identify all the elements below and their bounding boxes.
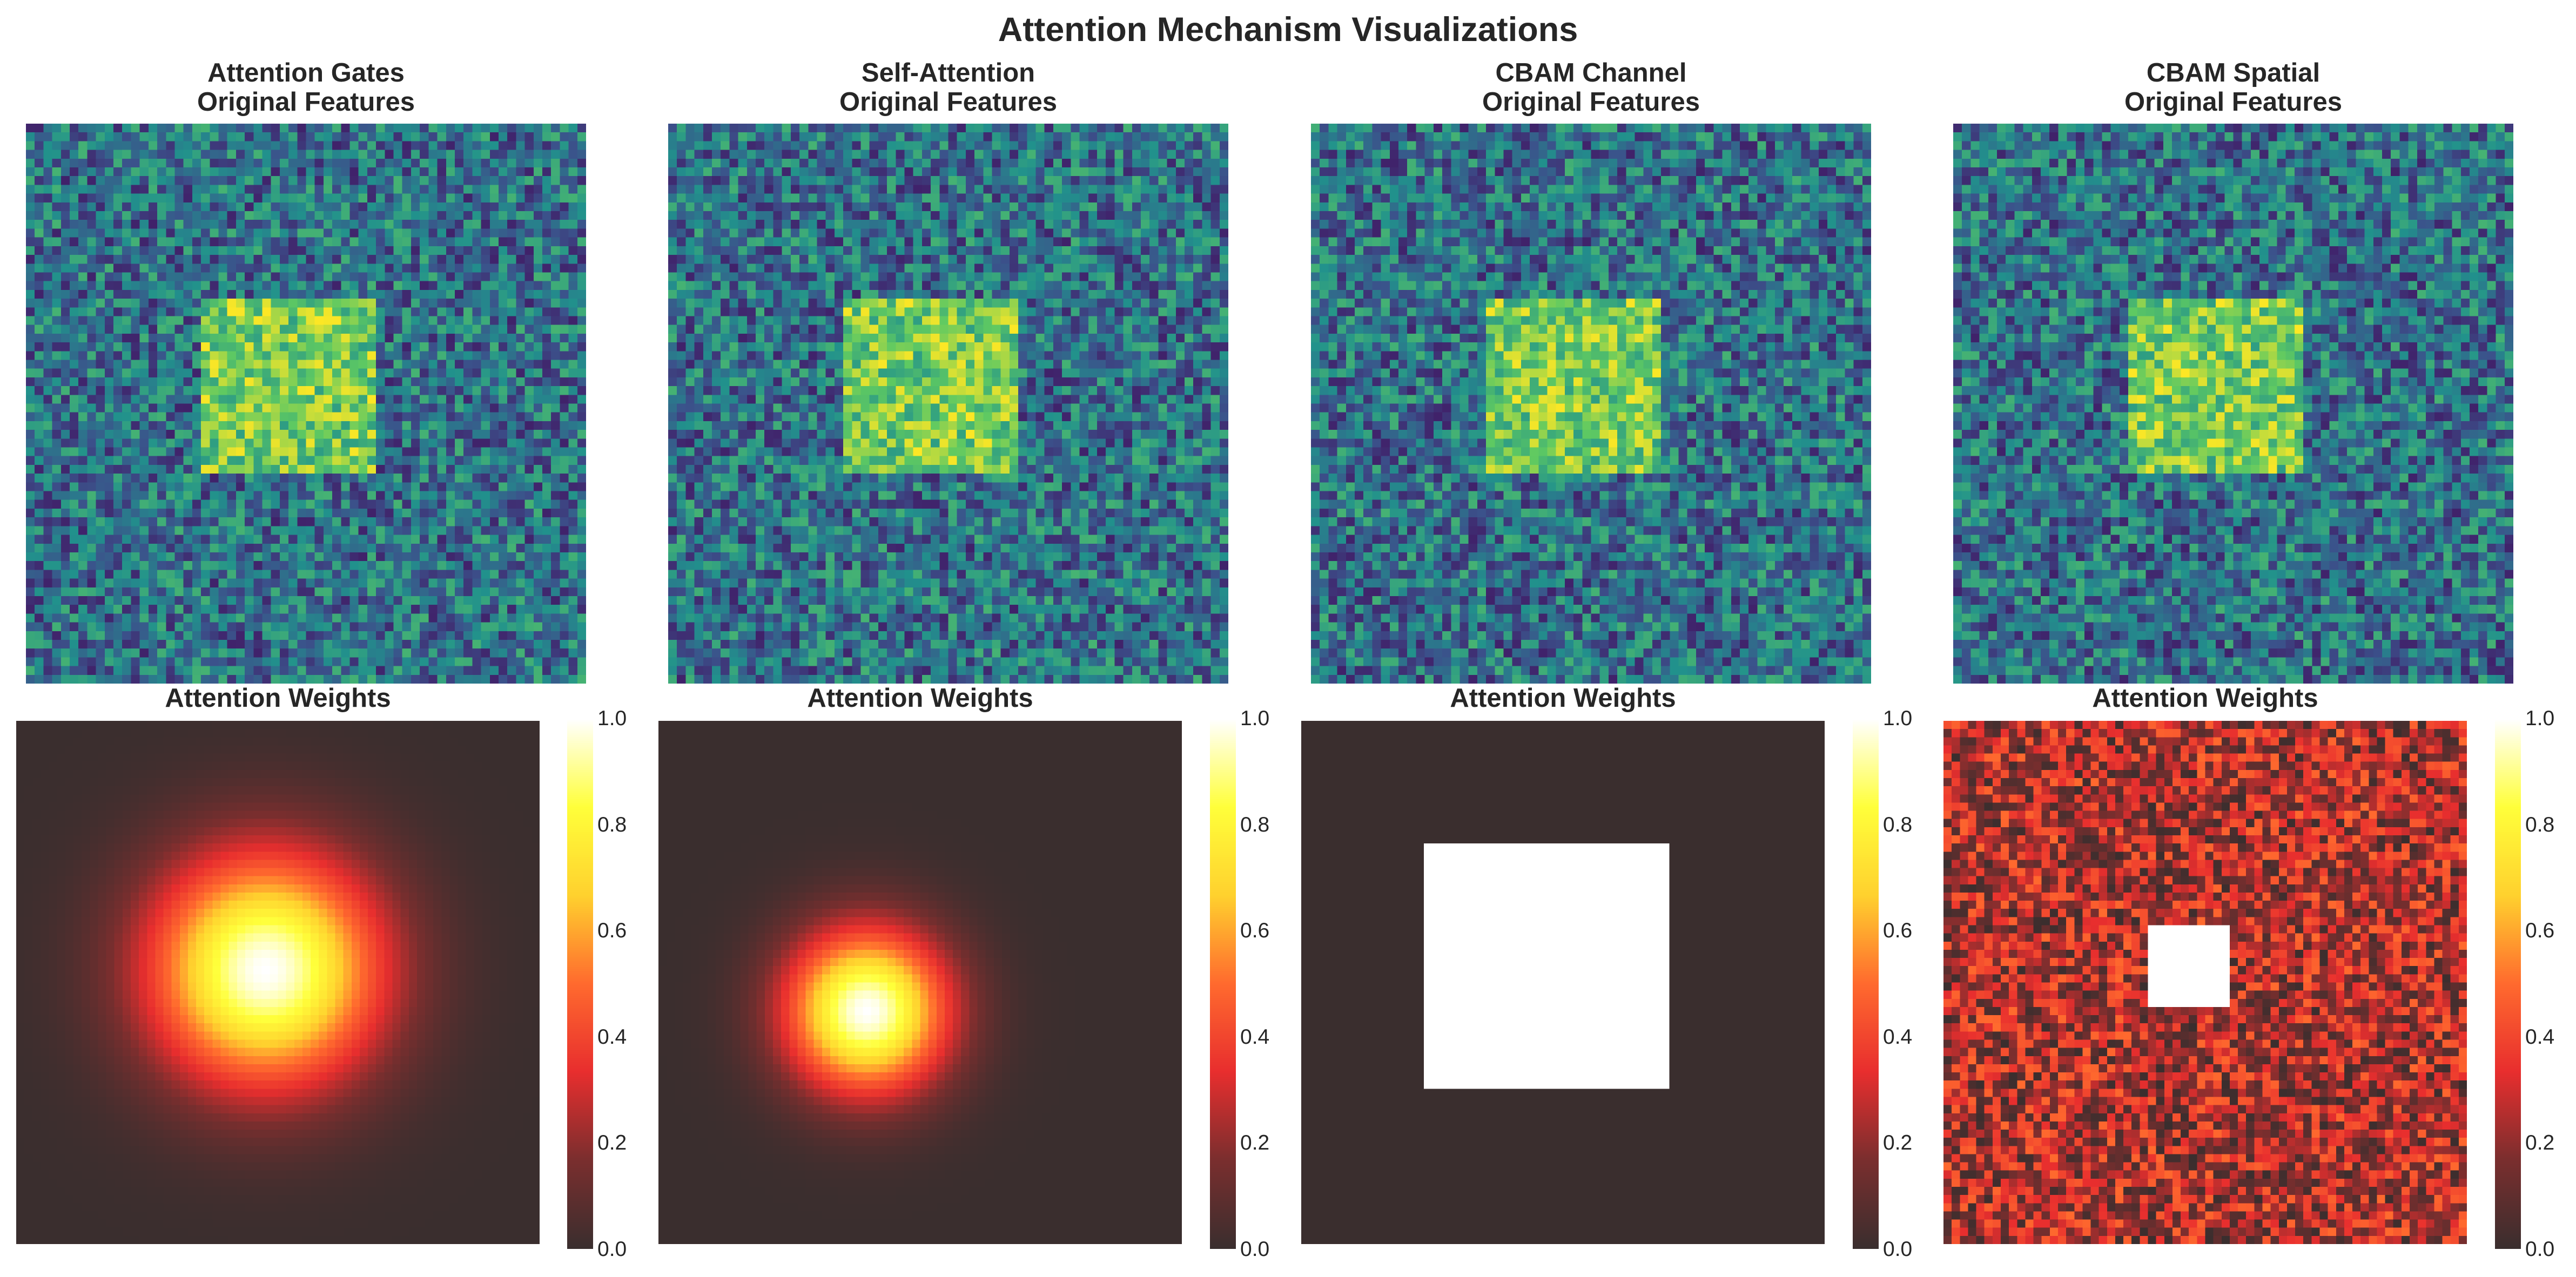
colorbar-tick-label: 0.4 <box>2525 1025 2555 1049</box>
colorbar-tick-label: 0.8 <box>2525 813 2555 836</box>
colorbar-tick-label: 0.6 <box>597 919 627 943</box>
colorbar-tick-label: 1.0 <box>1240 707 1270 730</box>
figure-title: Attention Mechanism Visualizations <box>998 11 1578 49</box>
colorbar-tick-label: 0.4 <box>1240 1025 1270 1049</box>
original-features-heatmap <box>668 124 1228 684</box>
colorbar-tick-label: 0.2 <box>597 1131 627 1155</box>
colorbar-tick-label: 0.8 <box>597 813 627 836</box>
panel-title-self-attention: Self-Attention Original Features <box>668 58 1228 117</box>
panel-title-cbam-spatial: CBAM Spatial Original Features <box>1953 58 2513 117</box>
colorbar-tick-label: 0.6 <box>2525 919 2555 943</box>
panel-subtitle: Original Features <box>197 87 415 117</box>
colorbar-tick-label: 0.8 <box>1240 813 1270 836</box>
colorbar-tick-label: 0.0 <box>2525 1238 2555 1261</box>
original-features-heatmap <box>26 124 586 684</box>
attention-weights-title: Attention Weights <box>165 684 391 713</box>
colorbar-tick-label: 0.6 <box>1883 919 1913 943</box>
colorbar-tick-label: 0.2 <box>2525 1131 2555 1155</box>
colorbar <box>1853 718 1879 1249</box>
panel-subtitle: Original Features <box>839 87 1057 117</box>
attention-weights-title: Attention Weights <box>2092 684 2318 713</box>
panel-subtitle: Original Features <box>1482 87 1700 117</box>
colorbar <box>567 718 593 1249</box>
colorbar-tick-label: 0.0 <box>597 1238 627 1261</box>
colorbar-tick-label: 0.2 <box>1883 1131 1913 1155</box>
colorbar-tick-label: 1.0 <box>597 707 627 730</box>
panel-name: CBAM Channel <box>1495 58 1687 87</box>
attention-weights-heatmap <box>1943 721 2467 1244</box>
attention-weights-heatmap <box>16 721 540 1244</box>
colorbar-tick-label: 0.8 <box>1883 813 1913 836</box>
panel-name: CBAM Spatial <box>2146 58 2321 87</box>
colorbar-tick-label: 0.0 <box>1240 1238 1270 1261</box>
attention-weights-title: Attention Weights <box>1450 684 1676 713</box>
colorbar <box>1210 718 1236 1249</box>
panel-name: Self-Attention <box>861 58 1035 87</box>
panel-title-cbam-channel: CBAM Channel Original Features <box>1311 58 1871 117</box>
colorbar-tick-label: 0.6 <box>1240 919 1270 943</box>
attention-weights-heatmap <box>1301 721 1825 1244</box>
colorbar-tick-label: 1.0 <box>1883 707 1913 730</box>
attention-weights-heatmap <box>658 721 1182 1244</box>
panel-subtitle: Original Features <box>2124 87 2342 117</box>
original-features-heatmap <box>1311 124 1871 684</box>
original-features-heatmap <box>1953 124 2513 684</box>
colorbar-tick-label: 0.4 <box>597 1025 627 1049</box>
panel-title-attention-gates: Attention Gates Original Features <box>26 58 586 117</box>
colorbar-tick-label: 0.0 <box>1883 1238 1913 1261</box>
colorbar-tick-label: 0.2 <box>1240 1131 1270 1155</box>
attention-weights-title: Attention Weights <box>807 684 1033 713</box>
colorbar-tick-label: 1.0 <box>2525 707 2555 730</box>
colorbar <box>2495 718 2521 1249</box>
panel-name: Attention Gates <box>207 58 405 87</box>
colorbar-tick-label: 0.4 <box>1883 1025 1913 1049</box>
